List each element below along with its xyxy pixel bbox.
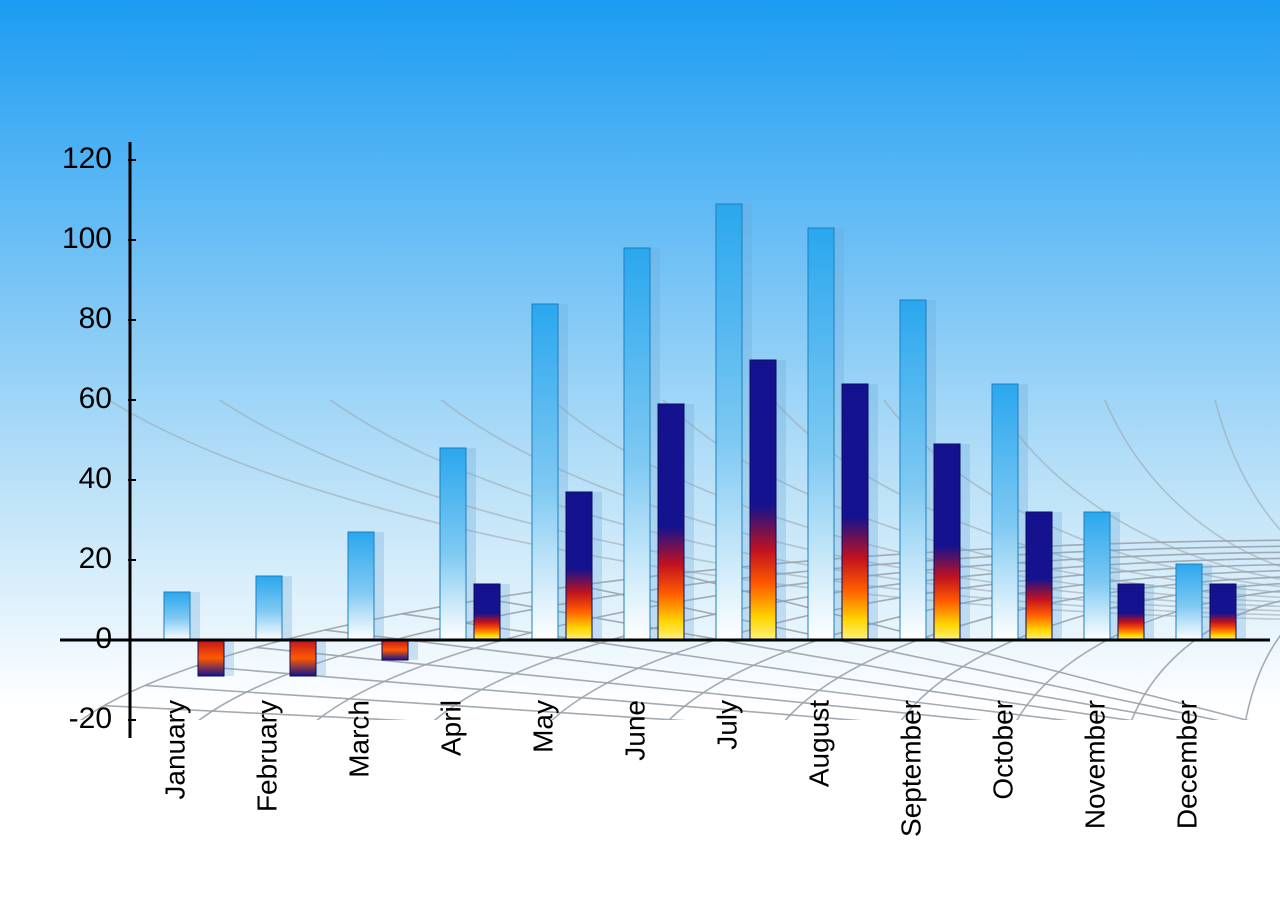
bar-series-b bbox=[842, 384, 868, 640]
month-label: January bbox=[159, 700, 190, 800]
bar-series-a bbox=[348, 532, 374, 640]
bar-series-a bbox=[716, 204, 742, 640]
bar-series-a bbox=[900, 300, 926, 640]
bar-series-b bbox=[566, 492, 592, 640]
month-label: February bbox=[251, 700, 282, 812]
bar-series-b bbox=[1210, 584, 1236, 640]
month-label: March bbox=[343, 700, 374, 778]
bar-series-a bbox=[256, 576, 282, 640]
y-tick-label: 0 bbox=[95, 622, 112, 655]
bar-series-a bbox=[1084, 512, 1110, 640]
bar-series-b bbox=[474, 584, 500, 640]
y-tick-label: -20 bbox=[69, 702, 112, 735]
bar-series-a bbox=[992, 384, 1018, 640]
y-tick-label: 60 bbox=[79, 382, 112, 415]
month-label: June bbox=[619, 700, 650, 761]
bar-series-b bbox=[382, 640, 408, 660]
bar-series-a bbox=[532, 304, 558, 640]
month-label: August bbox=[803, 700, 834, 787]
bar-series-b bbox=[198, 640, 224, 676]
y-tick-label: 100 bbox=[62, 222, 112, 255]
bar-series-b bbox=[1118, 584, 1144, 640]
bar-series-a bbox=[1176, 564, 1202, 640]
bar-series-a bbox=[440, 448, 466, 640]
month-label: September bbox=[895, 700, 926, 837]
month-label: November bbox=[1079, 700, 1110, 829]
bar-series-a bbox=[164, 592, 190, 640]
month-label: July bbox=[711, 700, 742, 750]
bar-series-b bbox=[290, 640, 316, 676]
bar-series-a bbox=[624, 248, 650, 640]
bar-series-b bbox=[1026, 512, 1052, 640]
month-label: December bbox=[1171, 700, 1202, 829]
month-label: April bbox=[435, 700, 466, 756]
bar-series-a bbox=[808, 228, 834, 640]
monthly-bar-chart: -20 0 20 40 60 80 100 120 January February March A… bbox=[0, 0, 1280, 905]
month-label: May bbox=[527, 700, 558, 753]
month-label: October bbox=[987, 700, 1018, 800]
bar-series-b bbox=[934, 444, 960, 640]
chart-container: { "chart": { "type": "bar", "width": 128… bbox=[0, 0, 1280, 905]
y-tick-label: 40 bbox=[79, 462, 112, 495]
y-tick-label: 120 bbox=[62, 142, 112, 175]
bar-series-b bbox=[750, 360, 776, 640]
bar-series-b bbox=[658, 404, 684, 640]
y-tick-label: 20 bbox=[79, 542, 112, 575]
y-tick-label: 80 bbox=[79, 302, 112, 335]
